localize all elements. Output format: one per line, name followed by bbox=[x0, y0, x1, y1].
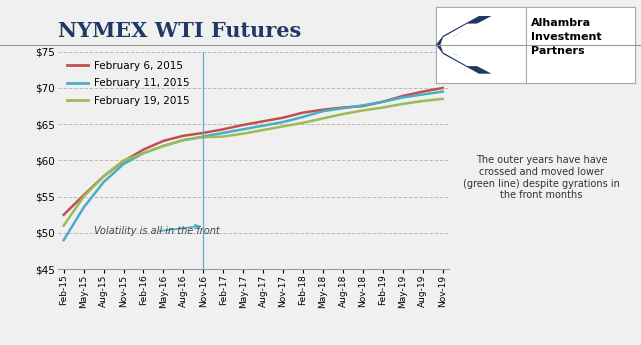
February 11, 2015 bbox=[419, 92, 427, 97]
Line: February 11, 2015: February 11, 2015 bbox=[63, 91, 443, 240]
February 11, 2015 bbox=[60, 238, 67, 242]
February 11, 2015 bbox=[260, 124, 267, 128]
February 11, 2015 bbox=[199, 135, 207, 139]
February 19, 2015 bbox=[199, 135, 207, 139]
February 11, 2015 bbox=[239, 127, 247, 131]
February 19, 2015 bbox=[379, 106, 387, 110]
February 19, 2015 bbox=[439, 97, 447, 101]
February 6, 2015 bbox=[260, 119, 267, 124]
February 6, 2015 bbox=[120, 159, 128, 163]
February 11, 2015 bbox=[160, 144, 167, 148]
February 19, 2015 bbox=[60, 224, 67, 228]
February 11, 2015 bbox=[339, 106, 347, 110]
Polygon shape bbox=[440, 23, 479, 66]
February 6, 2015 bbox=[419, 89, 427, 93]
February 19, 2015 bbox=[120, 158, 128, 162]
February 19, 2015 bbox=[419, 99, 427, 103]
Line: February 19, 2015: February 19, 2015 bbox=[63, 99, 443, 226]
February 19, 2015 bbox=[239, 131, 247, 136]
February 19, 2015 bbox=[359, 108, 367, 112]
February 6, 2015 bbox=[339, 106, 347, 110]
February 11, 2015 bbox=[379, 100, 387, 104]
February 19, 2015 bbox=[299, 121, 307, 125]
Text: NYMEX WTI Futures: NYMEX WTI Futures bbox=[58, 21, 301, 41]
February 11, 2015 bbox=[439, 89, 447, 93]
February 11, 2015 bbox=[319, 109, 327, 113]
February 6, 2015 bbox=[379, 100, 387, 104]
February 19, 2015 bbox=[219, 135, 227, 139]
Legend: February 6, 2015, February 11, 2015, February 19, 2015: February 6, 2015, February 11, 2015, Feb… bbox=[63, 57, 194, 110]
February 6, 2015 bbox=[100, 174, 108, 178]
February 6, 2015 bbox=[279, 116, 287, 120]
Text: Volatility is all in the front: Volatility is all in the front bbox=[94, 225, 219, 236]
February 19, 2015 bbox=[399, 102, 406, 106]
February 11, 2015 bbox=[100, 180, 108, 184]
February 6, 2015 bbox=[239, 123, 247, 127]
February 19, 2015 bbox=[339, 112, 347, 116]
February 6, 2015 bbox=[219, 127, 227, 131]
February 11, 2015 bbox=[219, 131, 227, 135]
February 6, 2015 bbox=[60, 213, 67, 217]
February 11, 2015 bbox=[359, 103, 367, 107]
February 6, 2015 bbox=[179, 134, 187, 138]
February 11, 2015 bbox=[120, 162, 128, 166]
Line: February 6, 2015: February 6, 2015 bbox=[63, 88, 443, 215]
February 11, 2015 bbox=[179, 138, 187, 142]
February 6, 2015 bbox=[160, 139, 167, 143]
February 19, 2015 bbox=[79, 195, 87, 199]
Text: Alhambra
Investment
Partners: Alhambra Investment Partners bbox=[531, 18, 602, 56]
February 19, 2015 bbox=[279, 124, 287, 128]
February 11, 2015 bbox=[279, 120, 287, 124]
February 19, 2015 bbox=[319, 116, 327, 120]
February 19, 2015 bbox=[160, 144, 167, 148]
Polygon shape bbox=[436, 16, 492, 74]
February 6, 2015 bbox=[79, 193, 87, 197]
February 11, 2015 bbox=[79, 205, 87, 209]
February 6, 2015 bbox=[199, 131, 207, 135]
February 11, 2015 bbox=[299, 115, 307, 119]
February 6, 2015 bbox=[359, 104, 367, 108]
February 11, 2015 bbox=[140, 151, 147, 155]
February 19, 2015 bbox=[260, 128, 267, 132]
February 11, 2015 bbox=[399, 95, 406, 99]
February 6, 2015 bbox=[399, 94, 406, 98]
February 6, 2015 bbox=[140, 147, 147, 151]
February 19, 2015 bbox=[100, 174, 108, 178]
February 6, 2015 bbox=[439, 86, 447, 90]
February 6, 2015 bbox=[299, 110, 307, 115]
February 19, 2015 bbox=[179, 138, 187, 142]
Text: The outer years have have
crossed and moved lower
(green line) despite gyrations: The outer years have have crossed and mo… bbox=[463, 155, 620, 200]
February 6, 2015 bbox=[319, 108, 327, 112]
February 19, 2015 bbox=[140, 151, 147, 155]
